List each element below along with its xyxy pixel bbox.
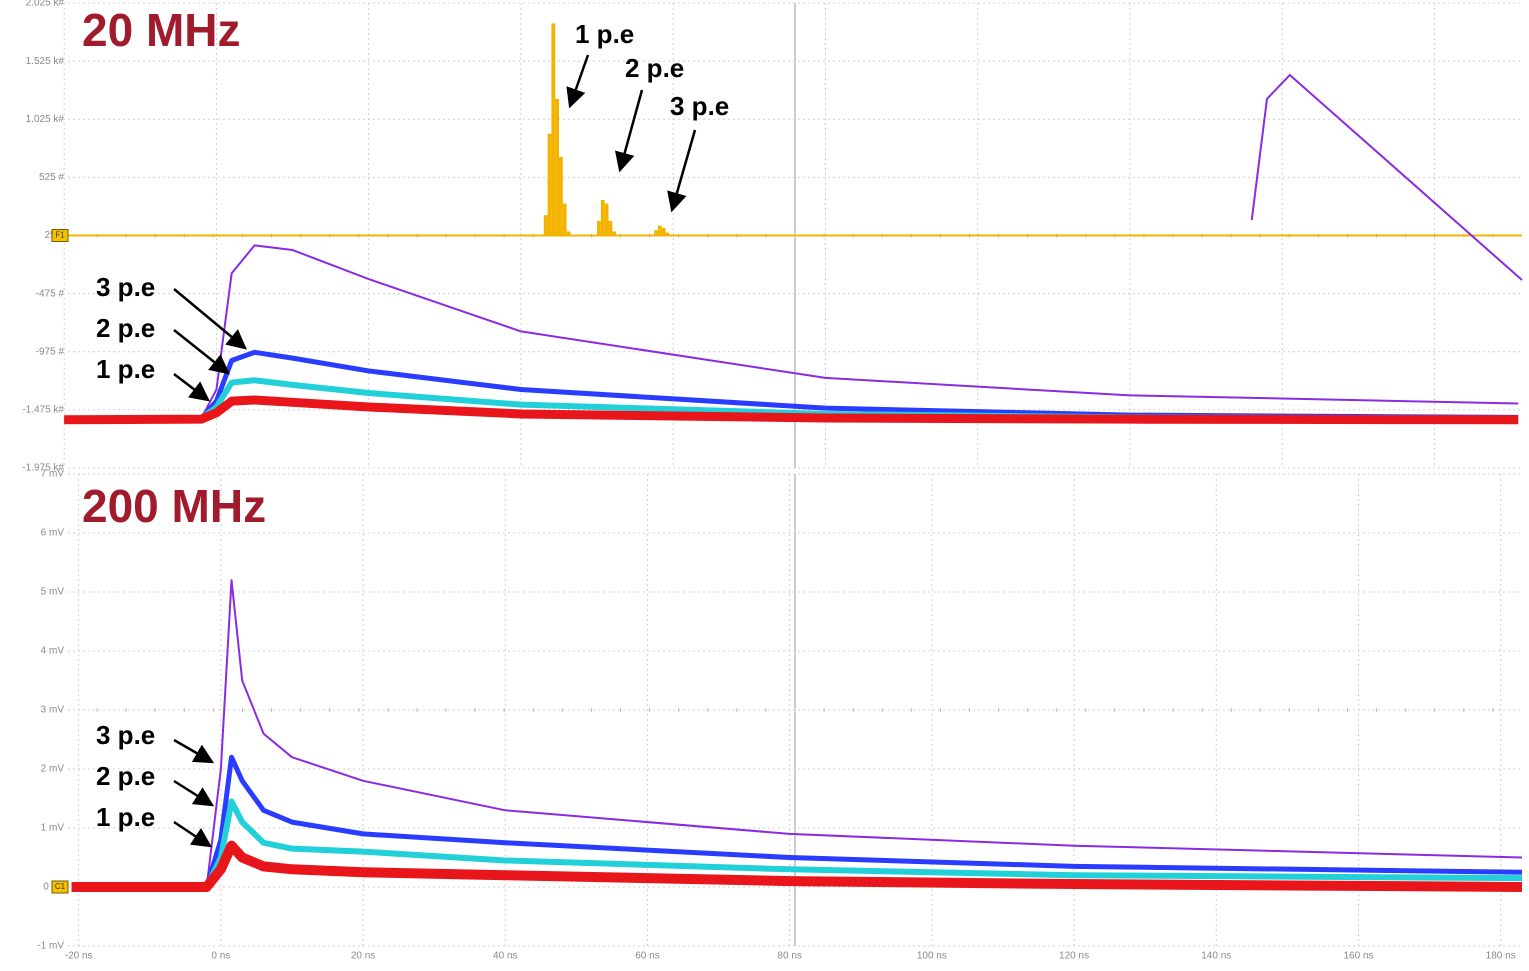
- annotation: 1 p.e: [575, 19, 634, 49]
- y-tick-label: 6 mV: [41, 528, 65, 539]
- histogram-bar: [612, 231, 616, 235]
- annotation: 2 p.e: [625, 53, 684, 83]
- histogram-bar: [567, 231, 571, 235]
- y-tick-label: 4 mV: [41, 646, 65, 657]
- arrow: [174, 740, 212, 762]
- panel-200mhz: 7 mV6 mV5 mV4 mV3 mV2 mV1 mV0 µV-1 mV-20…: [37, 469, 1522, 962]
- histogram-bar: [551, 23, 555, 235]
- histogram-bar: [605, 204, 609, 236]
- y-tick-label: -475 #: [36, 288, 65, 299]
- scope-screen: 2.025 k#1.525 k#1.025 k#525 #25 #-475 #-…: [0, 0, 1529, 966]
- x-tick-label: 120 ns: [1059, 951, 1089, 962]
- y-tick-label: 1.525 k#: [26, 56, 65, 67]
- histogram-bar: [666, 233, 670, 236]
- trace: [64, 400, 1518, 420]
- arrow: [672, 130, 695, 210]
- panel-title: 200 MHz: [82, 480, 266, 532]
- arrow: [174, 781, 212, 805]
- x-tick-label: 180 ns: [1486, 951, 1516, 962]
- histogram-bar: [544, 215, 548, 235]
- x-tick-label: 60 ns: [635, 951, 659, 962]
- histogram-bar: [563, 204, 567, 236]
- annotation: 3 p.e: [96, 272, 155, 302]
- arrow: [570, 55, 588, 106]
- x-tick-label: 0 ns: [211, 951, 230, 962]
- annotation: 2 p.e: [96, 313, 155, 343]
- histogram-bar: [597, 221, 601, 236]
- x-tick-label: -20 ns: [65, 951, 93, 962]
- x-tick-label: 80 ns: [777, 951, 801, 962]
- histogram-bar: [555, 99, 559, 236]
- channel-marker-label: F1: [55, 231, 65, 240]
- y-tick-label: 1.025 k#: [26, 114, 65, 125]
- histogram-bar: [608, 221, 612, 236]
- y-tick-label: 2 mV: [41, 764, 65, 775]
- arrow: [174, 374, 208, 400]
- x-tick-label: 40 ns: [493, 951, 517, 962]
- histogram-bar: [559, 157, 563, 235]
- y-tick-label: 2.025 k#: [26, 0, 65, 9]
- channel-marker-label: C1: [55, 882, 66, 891]
- x-tick-label: 160 ns: [1343, 951, 1373, 962]
- annotation: 1 p.e: [96, 354, 155, 384]
- histogram-bar: [662, 228, 666, 236]
- trace: [1252, 75, 1522, 280]
- annotation: 3 p.e: [96, 720, 155, 750]
- arrow: [174, 822, 210, 846]
- x-tick-label: 20 ns: [351, 951, 375, 962]
- histogram-bar: [658, 226, 662, 236]
- annotations: 20 MHz 200 MHz 1 p.e 2 p.e 3 p.e 3 p.e 2…: [82, 4, 729, 846]
- trace: [72, 801, 1522, 887]
- histogram-bar: [548, 134, 552, 236]
- panel-20mhz: 2.025 k#1.525 k#1.025 k#525 #25 #-475 #-…: [22, 0, 1522, 474]
- y-tick-label: 3 mV: [41, 705, 65, 716]
- panel-title: 20 MHz: [82, 4, 240, 56]
- annotation: 1 p.e: [96, 802, 155, 832]
- y-tick-label: -1.475 k#: [22, 405, 64, 416]
- page: 2.025 k#1.525 k#1.025 k#525 #25 #-475 #-…: [0, 0, 1529, 971]
- y-tick-label: 525 #: [39, 172, 64, 183]
- x-tick-label: 100 ns: [917, 951, 947, 962]
- histogram-bar: [654, 230, 658, 235]
- y-tick-label: -1 mV: [37, 941, 64, 952]
- trace: [64, 245, 1518, 419]
- arrow: [620, 90, 642, 170]
- annotation: 2 p.e: [96, 761, 155, 791]
- x-tick-label: 140 ns: [1201, 951, 1231, 962]
- y-tick-label: -975 #: [36, 346, 65, 357]
- histogram-bar: [601, 200, 605, 235]
- y-tick-label: 1 mV: [41, 823, 65, 834]
- y-tick-label: 7 mV: [41, 469, 65, 480]
- y-tick-label: 5 mV: [41, 587, 65, 598]
- trace: [72, 580, 1522, 887]
- annotation: 3 p.e: [670, 91, 729, 121]
